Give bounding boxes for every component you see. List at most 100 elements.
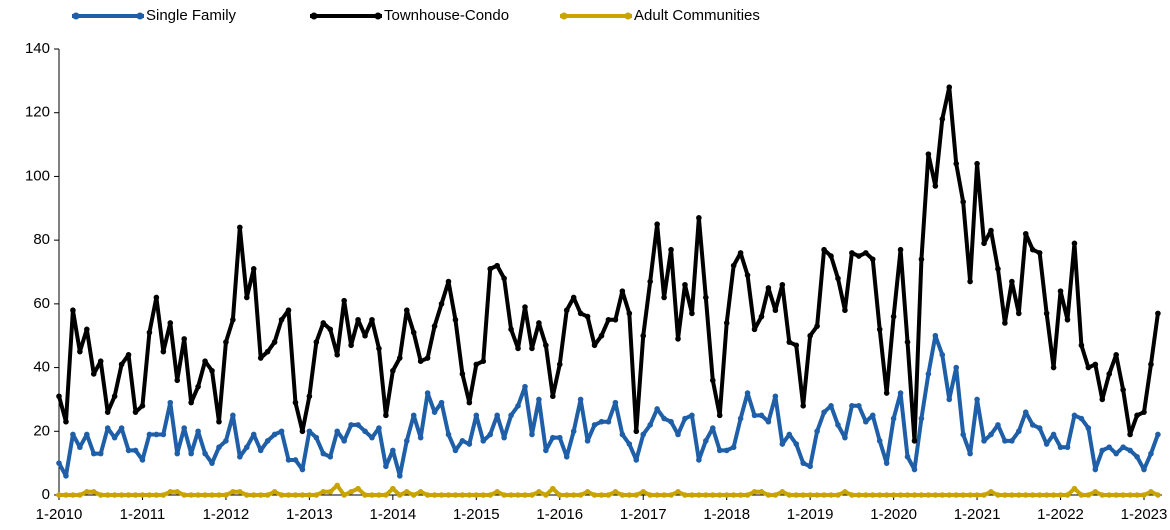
point <box>243 294 250 301</box>
point <box>786 492 793 498</box>
point <box>556 434 563 441</box>
point <box>856 253 862 259</box>
point <box>417 489 424 495</box>
point <box>737 250 744 256</box>
point <box>953 160 960 167</box>
point <box>223 339 229 345</box>
point <box>153 431 160 438</box>
point <box>1064 492 1071 498</box>
point <box>264 348 271 355</box>
point <box>1085 364 1092 371</box>
point <box>424 355 431 361</box>
point <box>334 352 341 358</box>
point <box>376 345 382 352</box>
point <box>1009 492 1015 498</box>
point <box>84 326 90 333</box>
point <box>995 422 1001 428</box>
point <box>417 434 424 441</box>
point <box>779 489 786 495</box>
point <box>237 453 243 460</box>
point <box>988 489 994 495</box>
point <box>1002 438 1008 444</box>
point <box>264 438 271 444</box>
point <box>842 307 848 314</box>
point <box>570 492 577 498</box>
point <box>675 336 681 342</box>
point <box>202 358 208 365</box>
x-tick-label: 1-2022 <box>1037 506 1084 523</box>
point <box>765 492 772 498</box>
legend-marker <box>624 12 632 20</box>
point <box>598 418 605 425</box>
point <box>84 489 90 495</box>
point <box>271 431 278 438</box>
point <box>174 450 181 457</box>
point <box>341 297 347 304</box>
point <box>1141 492 1147 498</box>
point <box>744 272 751 278</box>
point <box>257 355 264 361</box>
point <box>390 367 396 374</box>
point <box>334 428 341 435</box>
point <box>202 450 208 457</box>
point <box>77 492 83 498</box>
point <box>709 377 716 384</box>
point <box>348 422 354 428</box>
point <box>452 492 459 498</box>
point <box>278 316 285 323</box>
point <box>835 422 841 428</box>
point <box>668 418 674 425</box>
point <box>890 492 897 498</box>
point <box>821 409 827 415</box>
point <box>431 323 438 329</box>
point <box>1002 320 1008 326</box>
point <box>988 227 994 234</box>
point <box>751 489 758 495</box>
point <box>612 399 619 406</box>
point <box>1036 492 1043 498</box>
point <box>918 492 925 498</box>
point <box>327 489 334 495</box>
point <box>146 431 153 438</box>
point <box>237 224 243 231</box>
point <box>730 444 737 451</box>
point <box>181 336 187 342</box>
x-tick-label: 1-2015 <box>453 506 500 523</box>
point <box>97 358 104 365</box>
x-tick-label: 1-2011 <box>120 506 166 523</box>
point <box>271 489 278 495</box>
point <box>730 492 737 498</box>
point <box>403 438 410 444</box>
point <box>84 431 90 438</box>
y-tick-label: 60 <box>33 295 50 312</box>
point <box>452 316 459 323</box>
point <box>383 412 389 419</box>
point <box>1106 444 1113 451</box>
point <box>139 457 146 463</box>
point <box>696 492 702 498</box>
point <box>640 489 647 495</box>
point <box>452 447 459 454</box>
point <box>696 215 702 221</box>
point <box>313 492 320 498</box>
point <box>570 428 577 435</box>
point <box>397 492 403 498</box>
point <box>682 281 688 288</box>
point <box>869 256 876 263</box>
point <box>1148 361 1154 368</box>
point <box>849 403 855 409</box>
point <box>744 492 751 498</box>
point <box>313 339 320 345</box>
point <box>974 492 980 498</box>
point <box>1057 288 1064 294</box>
point <box>633 428 640 435</box>
point <box>793 441 800 447</box>
legend-marker <box>374 12 382 20</box>
point <box>299 466 306 473</box>
point <box>751 412 758 419</box>
point <box>883 390 890 396</box>
point <box>689 492 695 498</box>
point <box>709 425 716 431</box>
point <box>1106 371 1113 377</box>
point <box>897 246 904 253</box>
